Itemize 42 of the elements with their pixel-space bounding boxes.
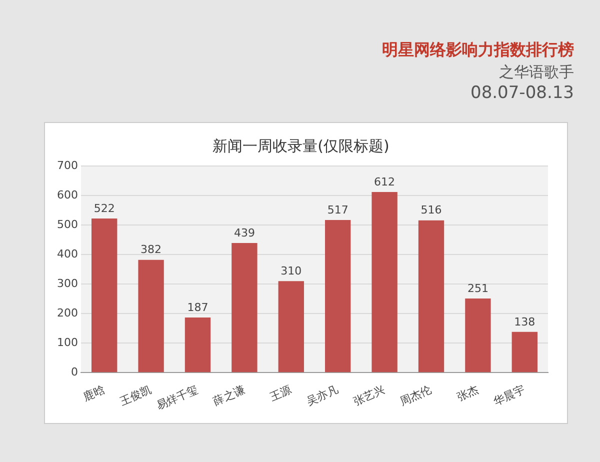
y-tick-label: 0	[70, 366, 78, 379]
bar	[418, 220, 444, 372]
data-label: 310	[280, 264, 302, 278]
bar	[465, 298, 491, 372]
y-tick-label: 500	[56, 218, 78, 231]
y-tick-label: 700	[56, 158, 78, 172]
bar	[372, 192, 398, 372]
y-tick-label: 400	[56, 247, 78, 260]
x-tick-label: 王俊凯	[118, 383, 154, 408]
x-tick-label: 易烊千玺	[154, 383, 200, 412]
data-label: 251	[467, 282, 488, 295]
data-label: 382	[140, 243, 162, 256]
x-tick-label: 张杰	[454, 383, 480, 404]
bar	[92, 218, 118, 372]
data-label: 439	[234, 226, 255, 240]
data-label: 522	[94, 202, 115, 215]
text: 08.07-08.13	[470, 83, 574, 103]
y-tick-label: 200	[56, 306, 78, 320]
bar	[325, 220, 351, 372]
data-label: 517	[327, 203, 348, 216]
y-tick-label: 300	[56, 276, 78, 290]
y-tick-label: 100	[56, 336, 78, 349]
data-label: 138	[514, 315, 536, 328]
x-tick-label: 周杰伦	[398, 383, 434, 408]
bar	[232, 243, 258, 372]
bar	[512, 332, 538, 372]
bar	[278, 281, 304, 372]
data-label: 187	[187, 300, 208, 314]
x-tick-label: 薛之谦	[211, 383, 247, 408]
chart-title: 新闻一周收录量(仅限标题)	[212, 136, 390, 155]
x-tick-label: 张艺兴	[351, 383, 387, 408]
data-label: 612	[374, 175, 396, 188]
text: 明星网络影响力指数排行榜	[382, 40, 574, 61]
x-tick-label: 王源	[268, 383, 294, 404]
x-tick-label: 鹿晗	[81, 383, 107, 404]
bar	[138, 260, 164, 372]
bar	[184, 317, 211, 372]
y-tick-label: 600	[56, 188, 78, 202]
text: 之华语歌手	[498, 63, 574, 82]
x-tick-label: 华晨宇	[491, 383, 527, 408]
x-tick-label: 吴亦凡	[304, 383, 340, 408]
data-label: 516	[420, 204, 442, 217]
